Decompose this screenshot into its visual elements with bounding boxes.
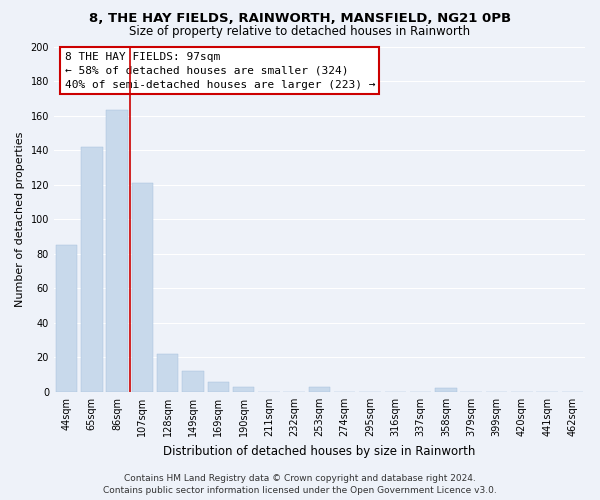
Bar: [131, 183, 153, 392]
Text: 8 THE HAY FIELDS: 97sqm
← 58% of detached houses are smaller (324)
40% of semi-d: 8 THE HAY FIELDS: 97sqm ← 58% of detache…: [65, 52, 375, 90]
Bar: [233, 386, 254, 392]
Bar: [208, 382, 229, 392]
Bar: [157, 354, 178, 392]
Bar: [56, 245, 77, 392]
Text: Size of property relative to detached houses in Rainworth: Size of property relative to detached ho…: [130, 25, 470, 38]
Text: 8, THE HAY FIELDS, RAINWORTH, MANSFIELD, NG21 0PB: 8, THE HAY FIELDS, RAINWORTH, MANSFIELD,…: [89, 12, 511, 26]
Bar: [81, 146, 103, 392]
Bar: [182, 371, 204, 392]
Bar: [106, 110, 128, 392]
Bar: [309, 386, 330, 392]
Text: Contains HM Land Registry data © Crown copyright and database right 2024.
Contai: Contains HM Land Registry data © Crown c…: [103, 474, 497, 495]
Bar: [435, 388, 457, 392]
X-axis label: Distribution of detached houses by size in Rainworth: Distribution of detached houses by size …: [163, 444, 476, 458]
Y-axis label: Number of detached properties: Number of detached properties: [15, 132, 25, 307]
